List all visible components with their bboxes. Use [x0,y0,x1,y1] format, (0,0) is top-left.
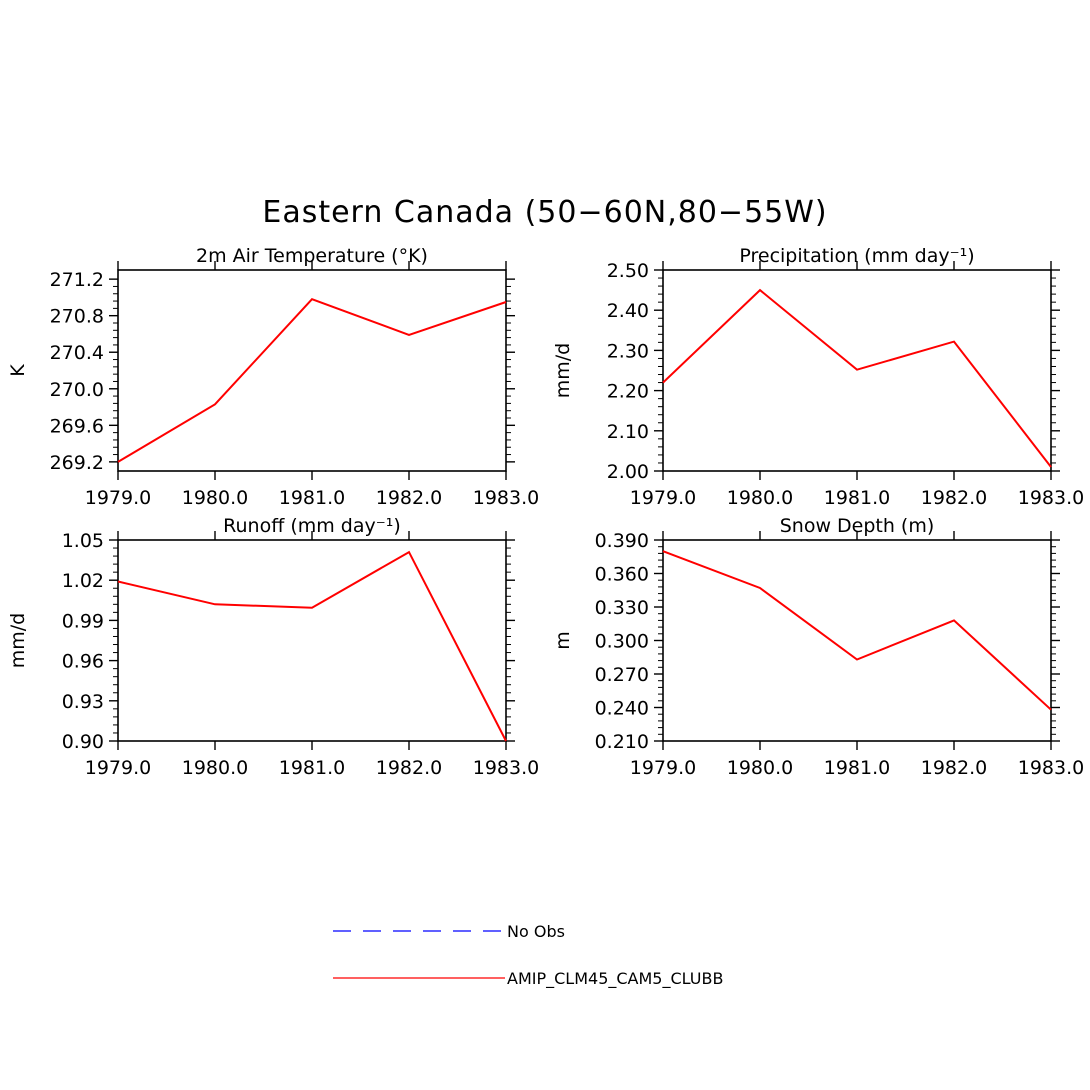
x-tick-label: 1983.0 [473,757,539,779]
x-tick-label: 1979.0 [630,487,696,509]
y-tick-label: 0.330 [595,597,649,619]
y-tick-label: 0.270 [595,664,649,686]
series-line-runoff [117,550,507,742]
y-tick-label: 0.300 [595,631,649,653]
x-tick-label: 1980.0 [727,487,793,509]
x-tick-label: 1981.0 [824,487,890,509]
legend: No Obs AMIP_CLM45_CAM5_CLUBB [333,922,723,989]
panel-temperature: 1979.0 1980.0 1981.0 1982.0 1983.0 269.2 269.6… [7,245,539,509]
series-line-temperature [117,298,507,463]
x-tick-label: 1981.0 [279,757,345,779]
y-tick-label: 2.20 [607,381,649,403]
panel-title: Runoff (mm day⁻¹) [223,515,401,537]
x-tick-label: 1980.0 [182,487,248,509]
panel-title: Precipitation (mm day⁻¹) [739,245,974,267]
y-axis-label: mm/d [7,613,29,668]
x-tick-label: 1979.0 [85,487,151,509]
x-tick-label: 1981.0 [824,757,890,779]
y-axis-label: mm/d [552,343,574,398]
x-tick-label: 1979.0 [630,757,696,779]
y-tick-label: 1.02 [62,570,104,592]
panel-precipitation: 1979.0 1980.0 1981.0 1982.0 1983.0 2.00 2.10 2.… [552,245,1084,509]
y-tick-label: 269.6 [50,415,104,437]
y-tick-label: 2.00 [607,461,649,483]
x-tick-label: 1982.0 [376,757,442,779]
y-axis-label: m [552,631,574,650]
x-tick-label: 1982.0 [376,487,442,509]
x-tick-label: 1982.0 [921,487,987,509]
main-title: Eastern Canada (50−60N,80−55W) [262,195,827,230]
y-tick-label: 0.99 [62,610,104,632]
series-line-precipitation [662,288,1052,468]
y-tick-label: 1.05 [62,530,104,552]
y-axis-label: K [7,364,29,377]
y-tick-label: 0.90 [62,731,104,753]
y-tick-label: 2.10 [607,421,649,443]
y-tick-label: 0.210 [595,731,649,753]
y-tick-label: 270.8 [50,306,104,328]
panel-title: 2m Air Temperature (°K) [196,245,428,267]
y-tick-label: 2.30 [607,340,649,362]
y-tick-label: 0.93 [62,691,104,713]
panel-title: Snow Depth (m) [780,515,935,537]
x-tick-label: 1982.0 [921,757,987,779]
y-tick-label: 271.2 [50,269,104,291]
x-tick-label: 1980.0 [727,757,793,779]
panels: 1979.0 1980.0 1981.0 1982.0 1983.0 269.2 269.6… [7,245,1084,779]
x-tick-label: 1980.0 [182,757,248,779]
panel-runoff: 1979.0 1980.0 1981.0 1982.0 1983.0 0.90 0.93 0.… [7,515,539,779]
y-tick-label: 0.390 [595,530,649,552]
y-tick-label: 270.0 [50,379,104,401]
x-tick-label: 1983.0 [1018,487,1084,509]
y-tick-label: 0.240 [595,698,649,720]
y-tick-label: 2.50 [607,260,649,282]
x-tick-label: 1979.0 [85,757,151,779]
y-tick-label: 0.96 [62,651,104,673]
y-tick-label: 0.360 [595,564,649,586]
x-tick-label: 1981.0 [279,487,345,509]
plot-frame [117,539,507,742]
y-tick-label: 2.40 [607,300,649,322]
plot-frame [662,539,1052,742]
x-tick-label: 1983.0 [473,487,539,509]
y-tick-label: 269.2 [50,452,104,474]
legend-label-no-obs: No Obs [507,922,565,941]
legend-label-model: AMIP_CLM45_CAM5_CLUBB [507,969,723,989]
panel-snow-depth: 1979.0 1980.0 1981.0 1982.0 1983.0 0.210 0.240… [552,515,1084,779]
y-tick-label: 270.4 [50,342,104,364]
series-line-snow-depth [662,550,1052,711]
x-tick-label: 1983.0 [1018,757,1084,779]
